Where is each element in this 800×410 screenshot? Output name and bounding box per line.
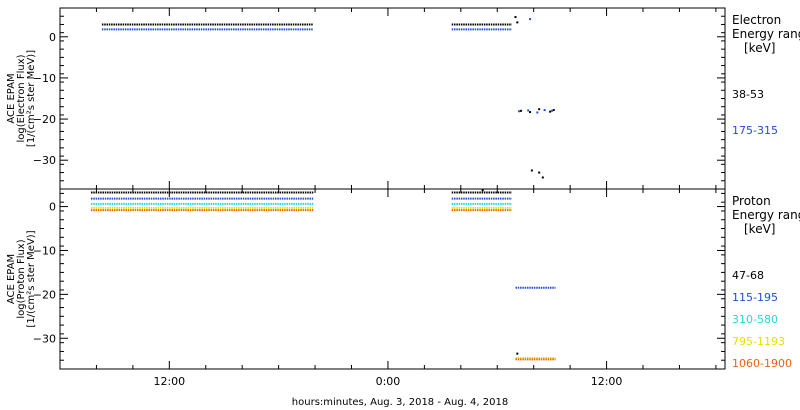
electron-series-38-53 <box>101 16 555 179</box>
proton-ytick-label: −10 <box>33 244 56 257</box>
proton-series-1060-1900 <box>90 209 556 361</box>
electron-panel: 0 −10 −20 −30 ACE EPAM log(Electron Flux) [1/(… <box>6 7 800 190</box>
proton-frame <box>59 188 726 370</box>
proton-legend-entry: 310-580 <box>732 313 778 326</box>
electron-ytick-label: −20 <box>33 113 56 126</box>
electron-data-point <box>543 109 546 112</box>
proton-data-point <box>516 352 519 355</box>
electron-ylabel-line: [1/(cm²s ster MeV)] <box>26 50 37 147</box>
electron-legend-title: Electron <box>732 13 781 27</box>
electron-data-point <box>552 109 555 112</box>
x-axis: 12:00 0:00 12:00 <box>153 375 622 388</box>
x-tick-label: 0:00 <box>376 375 401 388</box>
proton-legend-entry: 795-1193 <box>732 335 785 348</box>
electron-data-point <box>530 169 533 172</box>
proton-legend-title: [keV] <box>744 222 775 236</box>
electron-data-point <box>549 110 552 113</box>
electron-legend-entry: 38-53 <box>732 88 764 101</box>
electron-data-point <box>529 111 532 114</box>
electron-data-point <box>550 109 553 112</box>
electron-legend-title: Energy ranges <box>732 27 800 41</box>
proton-data-point <box>481 189 484 192</box>
electron-legend-title: [keV] <box>744 41 775 55</box>
proton-ylabel-line: log(Proton Flux) <box>16 239 27 318</box>
proton-ytick-label: −20 <box>33 288 56 301</box>
electron-data-point <box>527 109 530 112</box>
electron-ytick-label: −10 <box>33 72 56 85</box>
proton-legend-entry: 47-68 <box>732 269 764 282</box>
electron-ylabel-line: ACE EPAM <box>6 73 17 123</box>
electron-data-point <box>536 111 539 114</box>
proton-series-795-1193 <box>90 206 556 360</box>
electron-ytick-label: 0 <box>49 31 56 44</box>
proton-panel: 0 −10 −20 −30 ACE EPAM log(Proton Flux) [1/(cm… <box>6 188 800 370</box>
electron-data-point <box>538 108 541 111</box>
electron-frame <box>59 7 726 190</box>
electron-data-point <box>518 110 521 113</box>
electron-data-point <box>516 21 519 24</box>
proton-ytick-label: −30 <box>33 332 56 345</box>
electron-ytick-label: −30 <box>33 154 56 167</box>
x-axis-label: hours:minutes, Aug. 3, 2018 - Aug. 4, 20… <box>292 397 508 408</box>
electron-data-point <box>541 176 544 179</box>
electron-series-175-315 <box>101 18 553 114</box>
proton-legend-entry: 115-195 <box>732 291 778 304</box>
proton-series-47-68 <box>90 189 519 355</box>
proton-ytick-label: 0 <box>49 201 56 214</box>
x-tick-label: 12:00 <box>591 375 623 388</box>
electron-data-point <box>514 16 517 19</box>
electron-data-point <box>519 109 522 112</box>
proton-series-115-195 <box>90 197 556 289</box>
electron-legend-entry: 175-315 <box>732 124 778 137</box>
electron-data-point <box>538 171 541 174</box>
electron-data-point <box>529 18 532 21</box>
proton-ylabel-line: ACE EPAM <box>6 254 17 304</box>
proton-legend-entry: 1060-1900 <box>732 357 792 370</box>
x-tick-label: 12:00 <box>153 375 185 388</box>
proton-legend-title: Energy ranges <box>732 208 800 222</box>
proton-ylabel-line: [1/(cm²s ster MeV)] <box>26 230 37 327</box>
electron-ylabel-line: log(Electron Flux) <box>16 54 27 142</box>
proton-legend-title: Proton <box>732 194 771 208</box>
